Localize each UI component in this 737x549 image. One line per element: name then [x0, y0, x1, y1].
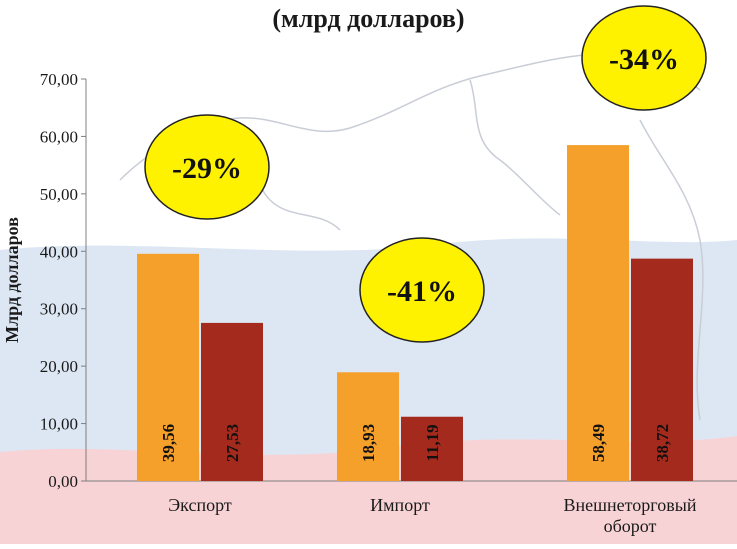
- y-tick-label: 60,00: [40, 127, 78, 146]
- y-tick-label: 10,00: [40, 415, 78, 434]
- category-label: Внешнеторговый: [564, 495, 697, 515]
- change-bubble: [581, 5, 707, 111]
- category-label: Экспорт: [168, 495, 232, 515]
- bar: [567, 145, 629, 481]
- y-tick-label: 70,00: [40, 70, 78, 89]
- change-bubble-label: -34%: [609, 43, 679, 76]
- y-tick-label: 0,00: [48, 472, 78, 491]
- bar: [337, 372, 399, 481]
- category-label: Импорт: [370, 495, 430, 515]
- change-bubble: [144, 114, 270, 220]
- category-label: оборот: [604, 516, 657, 536]
- y-axis-title: Млрд долларов: [2, 217, 22, 343]
- bar-data-label: 39,56: [159, 424, 178, 462]
- change-bubble-label: -29%: [172, 152, 242, 185]
- bar: [201, 322, 263, 481]
- change-bubbles: -29% -41% -34%: [144, 5, 707, 343]
- change-bubble-label: -41%: [387, 275, 457, 308]
- bar-data-label: 58,49: [589, 424, 608, 462]
- bar: [137, 253, 199, 481]
- y-tick-label: 40,00: [40, 242, 78, 261]
- bar-data-label: 38,72: [653, 424, 672, 462]
- bar: [401, 416, 463, 481]
- bar-data-label: 27,53: [223, 424, 242, 462]
- y-tick-label: 50,00: [40, 185, 78, 204]
- labels: 39,56 27,53 Экспорт 18,93 11,19 Импорт 58,49 38…: [159, 424, 697, 536]
- bar-data-label: 11,19: [423, 424, 442, 461]
- axes: 0,00 10,00 20,00 30,00 40,00 50,00 60,00 70,00 М…: [2, 70, 737, 491]
- y-tick-label: 20,00: [40, 357, 78, 376]
- chart-subtitle: (млрд долларов): [272, 4, 465, 33]
- change-bubble: [359, 237, 485, 343]
- bar: [631, 258, 693, 481]
- y-tick-label: 30,00: [40, 300, 78, 319]
- bars: [137, 145, 693, 481]
- bar-data-label: 18,93: [359, 424, 378, 462]
